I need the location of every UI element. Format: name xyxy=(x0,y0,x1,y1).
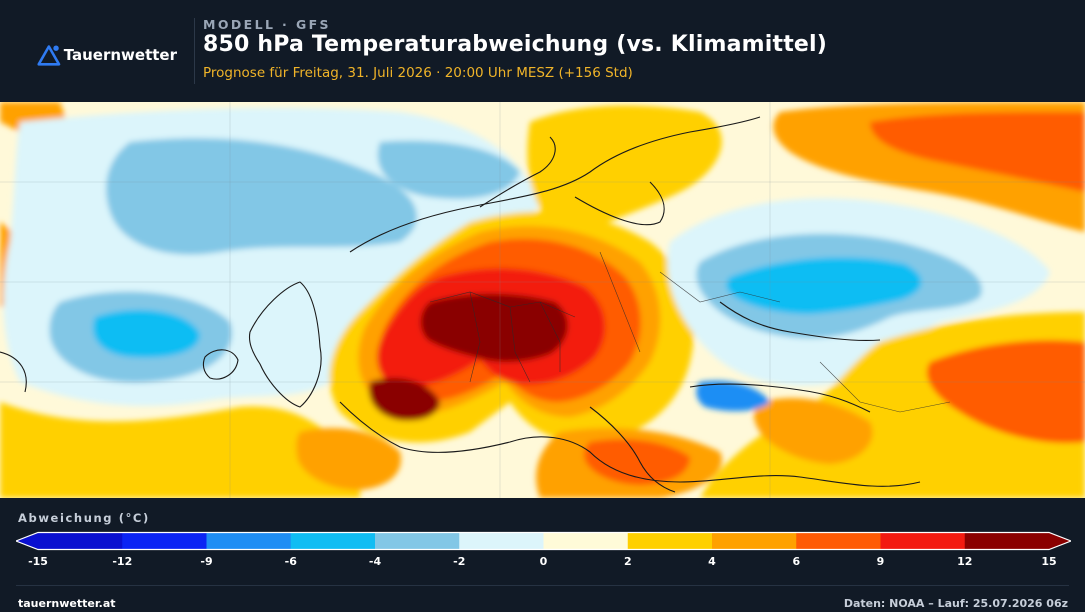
weather-map xyxy=(0,102,1085,498)
min-arrow xyxy=(16,533,38,549)
color-scale-outline xyxy=(16,531,1071,551)
tick-label: 9 xyxy=(876,555,885,568)
tick-label: -9 xyxy=(200,555,213,568)
tick-label: -12 xyxy=(112,555,133,568)
tick-label: -15 xyxy=(28,555,48,568)
tick-label: 6 xyxy=(792,555,801,568)
tick-label: 12 xyxy=(957,555,973,568)
color-bin xyxy=(964,533,1050,549)
color-bin xyxy=(796,533,882,549)
site-url[interactable]: tauernwetter.at xyxy=(18,597,116,610)
max-arrow xyxy=(1049,533,1071,549)
color-bin xyxy=(543,533,629,549)
logo[interactable]: Tauernwetter xyxy=(37,41,177,69)
color-bin xyxy=(459,533,545,549)
color-scale-bar xyxy=(16,531,1071,551)
tick-label: -6 xyxy=(284,555,297,568)
page-title: 850 hPa Temperaturabweichung (vs. Klimam… xyxy=(203,32,828,57)
tick-label: -4 xyxy=(368,555,382,568)
data-source: Daten: NOAA – Lauf: 25.07.2026 06z xyxy=(843,597,1068,610)
color-bin xyxy=(880,533,966,549)
tick-label: 2 xyxy=(623,555,632,568)
tick-labels: -15 -12 -9 -6 -4 -2 0 2 4 6 9 12 15 xyxy=(0,555,1085,571)
footer-divider xyxy=(16,585,1069,586)
color-bin xyxy=(122,533,208,549)
tick-label: -2 xyxy=(453,555,466,568)
header: Tauernwetter MODELL · GFS 850 hPa Temper… xyxy=(0,0,1085,102)
tick-label: 4 xyxy=(708,555,716,568)
forecast-time: Prognose für Freitag, 31. Juli 2026 · 20… xyxy=(203,65,633,81)
temperature-anomaly-map[interactable] xyxy=(0,102,1085,498)
color-bin xyxy=(627,533,713,549)
tick-label: 15 xyxy=(1041,555,1057,568)
color-bin xyxy=(38,533,123,549)
legend-title: Abweichung (°C) xyxy=(18,511,150,525)
legend: Abweichung (°C) -15 -12 -9 -6 -4 -2 0 2 4 6 9 12 15 … xyxy=(0,498,1085,612)
color-bin xyxy=(375,533,460,549)
color-bin xyxy=(712,533,797,549)
color-bin xyxy=(206,533,292,549)
logo-text: Tauernwetter xyxy=(63,46,177,64)
color-bin xyxy=(290,533,376,549)
header-divider xyxy=(194,18,195,84)
tick-label: 0 xyxy=(539,555,548,568)
mountain-logo-icon xyxy=(37,45,61,66)
model-label: MODELL · GFS xyxy=(203,17,331,32)
